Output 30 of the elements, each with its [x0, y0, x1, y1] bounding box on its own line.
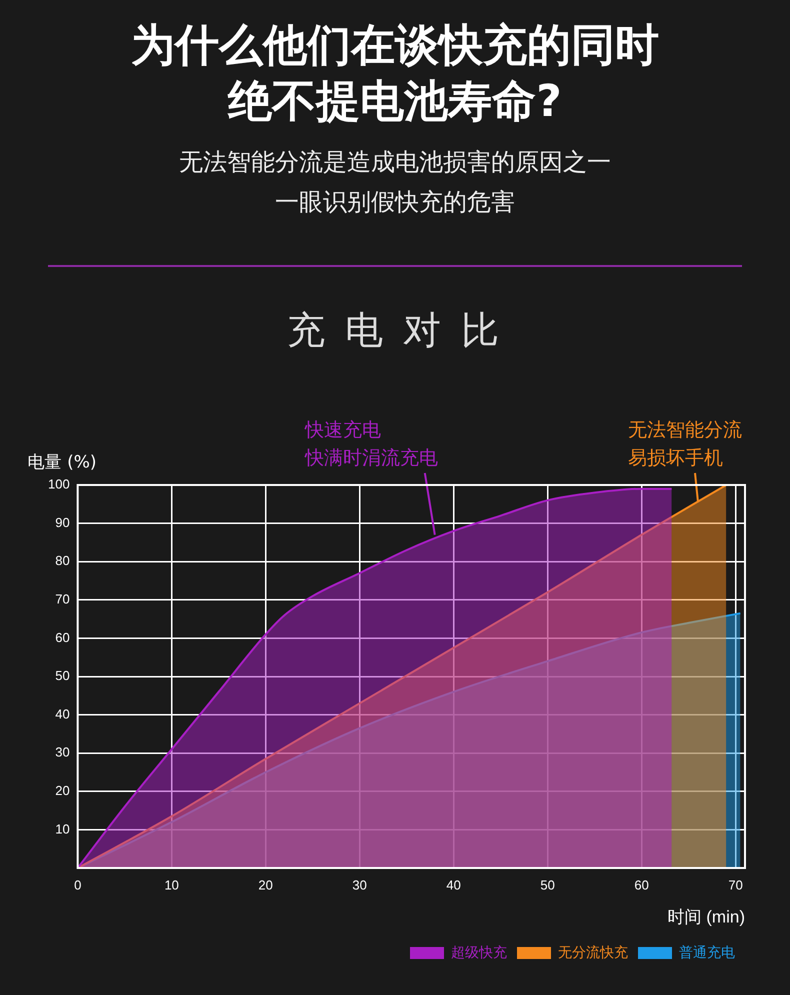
x-tick-label: 0	[74, 877, 82, 892]
x-tick-label: 60	[634, 877, 649, 892]
y-tick-label: 100	[48, 476, 70, 492]
text: 快速充电	[304, 418, 381, 441]
y-tick-label: 80	[55, 553, 70, 568]
y-axis-title: 电量 (%)	[28, 452, 97, 472]
y-tick-label: 40	[55, 706, 70, 722]
y-tick-label: 20	[55, 782, 70, 798]
x-axis-title: 时间 (min)	[668, 907, 745, 926]
x-tick-label: 20	[258, 877, 273, 892]
x-tick-label: 40	[446, 877, 461, 892]
y-tick-label: 70	[55, 591, 70, 606]
x-tick-label: 10	[164, 877, 179, 892]
y-tick-label: 90	[55, 514, 70, 530]
x-tick-label: 70	[728, 877, 743, 892]
x-tick-label: 30	[352, 877, 367, 892]
y-tick-label: 10	[55, 821, 70, 836]
text: 充 电 对 比	[286, 307, 504, 354]
chart-title: 为什么他们在谈快充的同时绝不提电池寿命?	[130, 19, 660, 129]
y-tick-label: 60	[55, 630, 70, 645]
annotation: 快满时涓流充电	[304, 446, 438, 469]
text: 无法智能分流	[628, 418, 742, 441]
y-tick-label: 50	[55, 668, 70, 684]
legend-label: 普通充电	[679, 944, 735, 960]
legend-label: 超级快充	[451, 944, 507, 960]
y-tick-label: 30	[55, 744, 70, 760]
annotation: 易损坏手机	[628, 446, 724, 469]
chart-subtitle: 无法智能分流是造成电池损害的原因之一一眼识别假快充的危害	[178, 147, 612, 218]
x-tick-label: 50	[540, 877, 555, 892]
legend-label: 无分流快充	[558, 944, 628, 960]
